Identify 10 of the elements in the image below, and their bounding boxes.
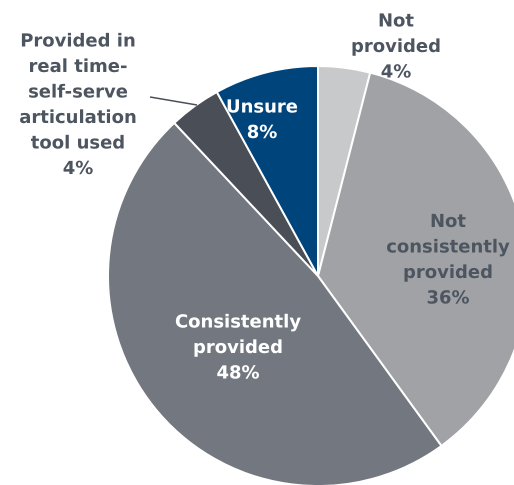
slice-label: Unsure (226, 96, 298, 118)
slice-label: Provided in real time-self-serve articulation tool used (19, 30, 137, 154)
data-label: 4% (380, 62, 412, 82)
slice-label: Consistently provided (174, 312, 302, 358)
data-label: 4% (62, 158, 94, 179)
slice-label: Not provided (350, 10, 442, 57)
slice-label: Not consistently provided (386, 210, 510, 283)
data-label: 8% (246, 122, 278, 143)
data-label: 48% (216, 362, 260, 384)
data-label: 36% (426, 287, 470, 308)
